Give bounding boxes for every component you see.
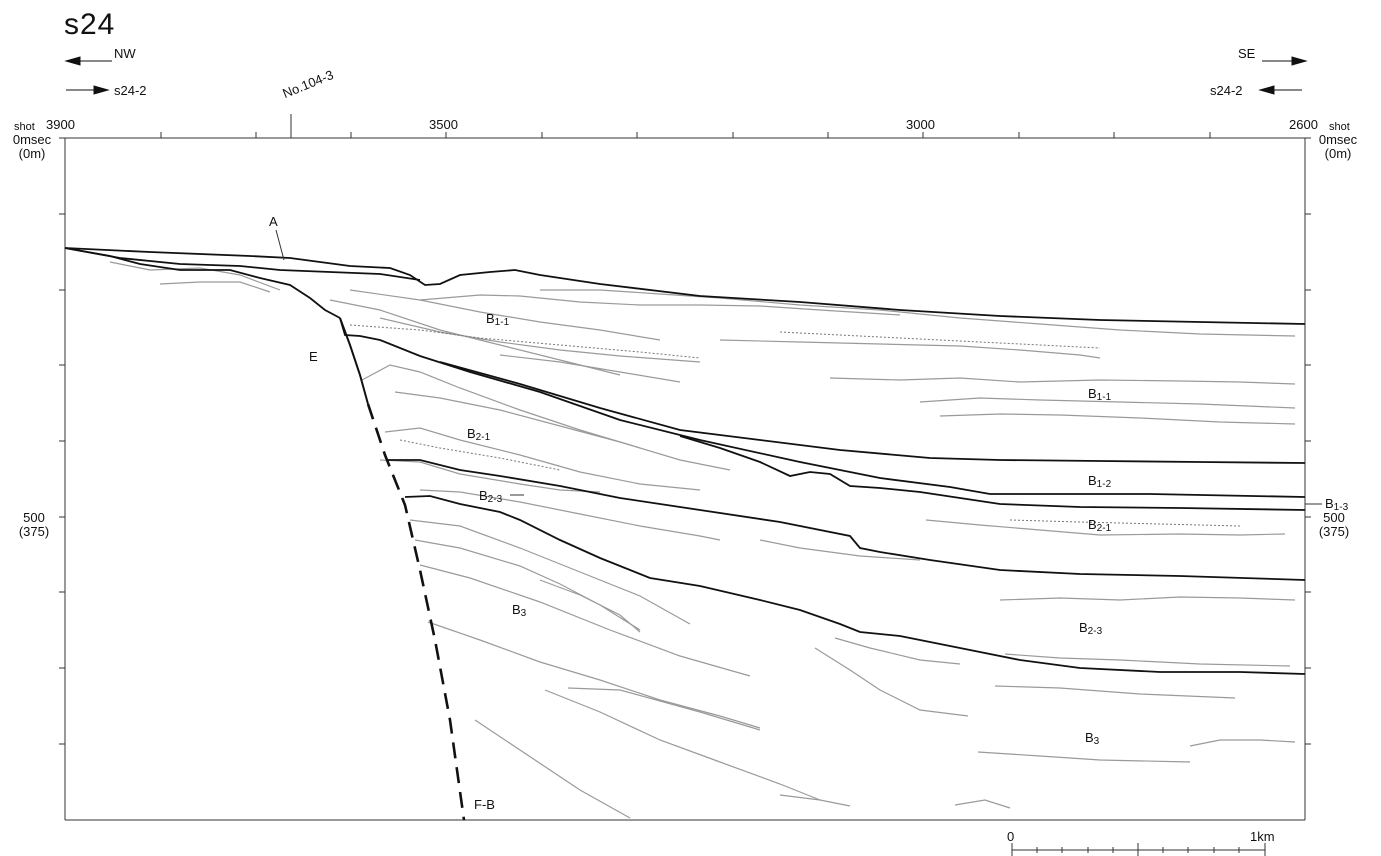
direction-arrows — [66, 57, 1306, 94]
scale-bar — [1012, 843, 1265, 856]
unit-label-b2-3-right: B2-3 — [1079, 620, 1102, 637]
unit-label-b3-right: B3 — [1085, 730, 1099, 747]
depth-ticks — [59, 138, 1311, 744]
fault-label-fb: F-B — [474, 797, 495, 812]
direction-nw: NW — [114, 46, 136, 61]
unit-label-a: A — [269, 214, 278, 229]
internal-reflectors — [110, 262, 1295, 818]
unit-label-e: E — [309, 349, 318, 364]
unit-label-b2-3-left: B2-3 — [479, 488, 502, 505]
shot-ticks — [161, 132, 1210, 138]
shot-tick-3900: 3900 — [46, 117, 75, 132]
unit-label-b1-3: B1-3 — [1325, 496, 1348, 513]
unit-label-b2-1-right: B2-1 — [1088, 517, 1111, 534]
depth-500-right: 500 (375) — [1308, 511, 1360, 539]
depth-top-right: 0msec (0m) — [1312, 133, 1364, 161]
scale-bar-start: 0 — [1007, 829, 1014, 844]
direction-se: SE — [1238, 46, 1255, 61]
depth-500-left: 500 (375) — [8, 511, 60, 539]
scale-bar-end: 1km — [1250, 829, 1275, 844]
crossing-right: s24-2 — [1210, 83, 1243, 98]
fault-line-solid — [340, 318, 368, 404]
section-title: s24 — [64, 8, 115, 42]
fault-line-dashed — [368, 404, 464, 820]
shot-tick-3500: 3500 — [429, 117, 458, 132]
unit-label-b1-1-right: B1-1 — [1088, 386, 1111, 403]
unit-label-b1-2: B1-2 — [1088, 473, 1111, 490]
depth-top-left: 0msec (0m) — [6, 133, 58, 161]
unit-label-b3-left: B3 — [512, 602, 526, 619]
shot-tick-2600: 2600 — [1289, 117, 1318, 132]
unit-label-b1-1-upper: B1-1 — [486, 311, 509, 328]
unit-label-b2-1-left: B2-1 — [467, 426, 490, 443]
crossing-left: s24-2 — [114, 83, 147, 98]
section-frame — [65, 138, 1305, 820]
shot-tick-3000: 3000 — [906, 117, 935, 132]
